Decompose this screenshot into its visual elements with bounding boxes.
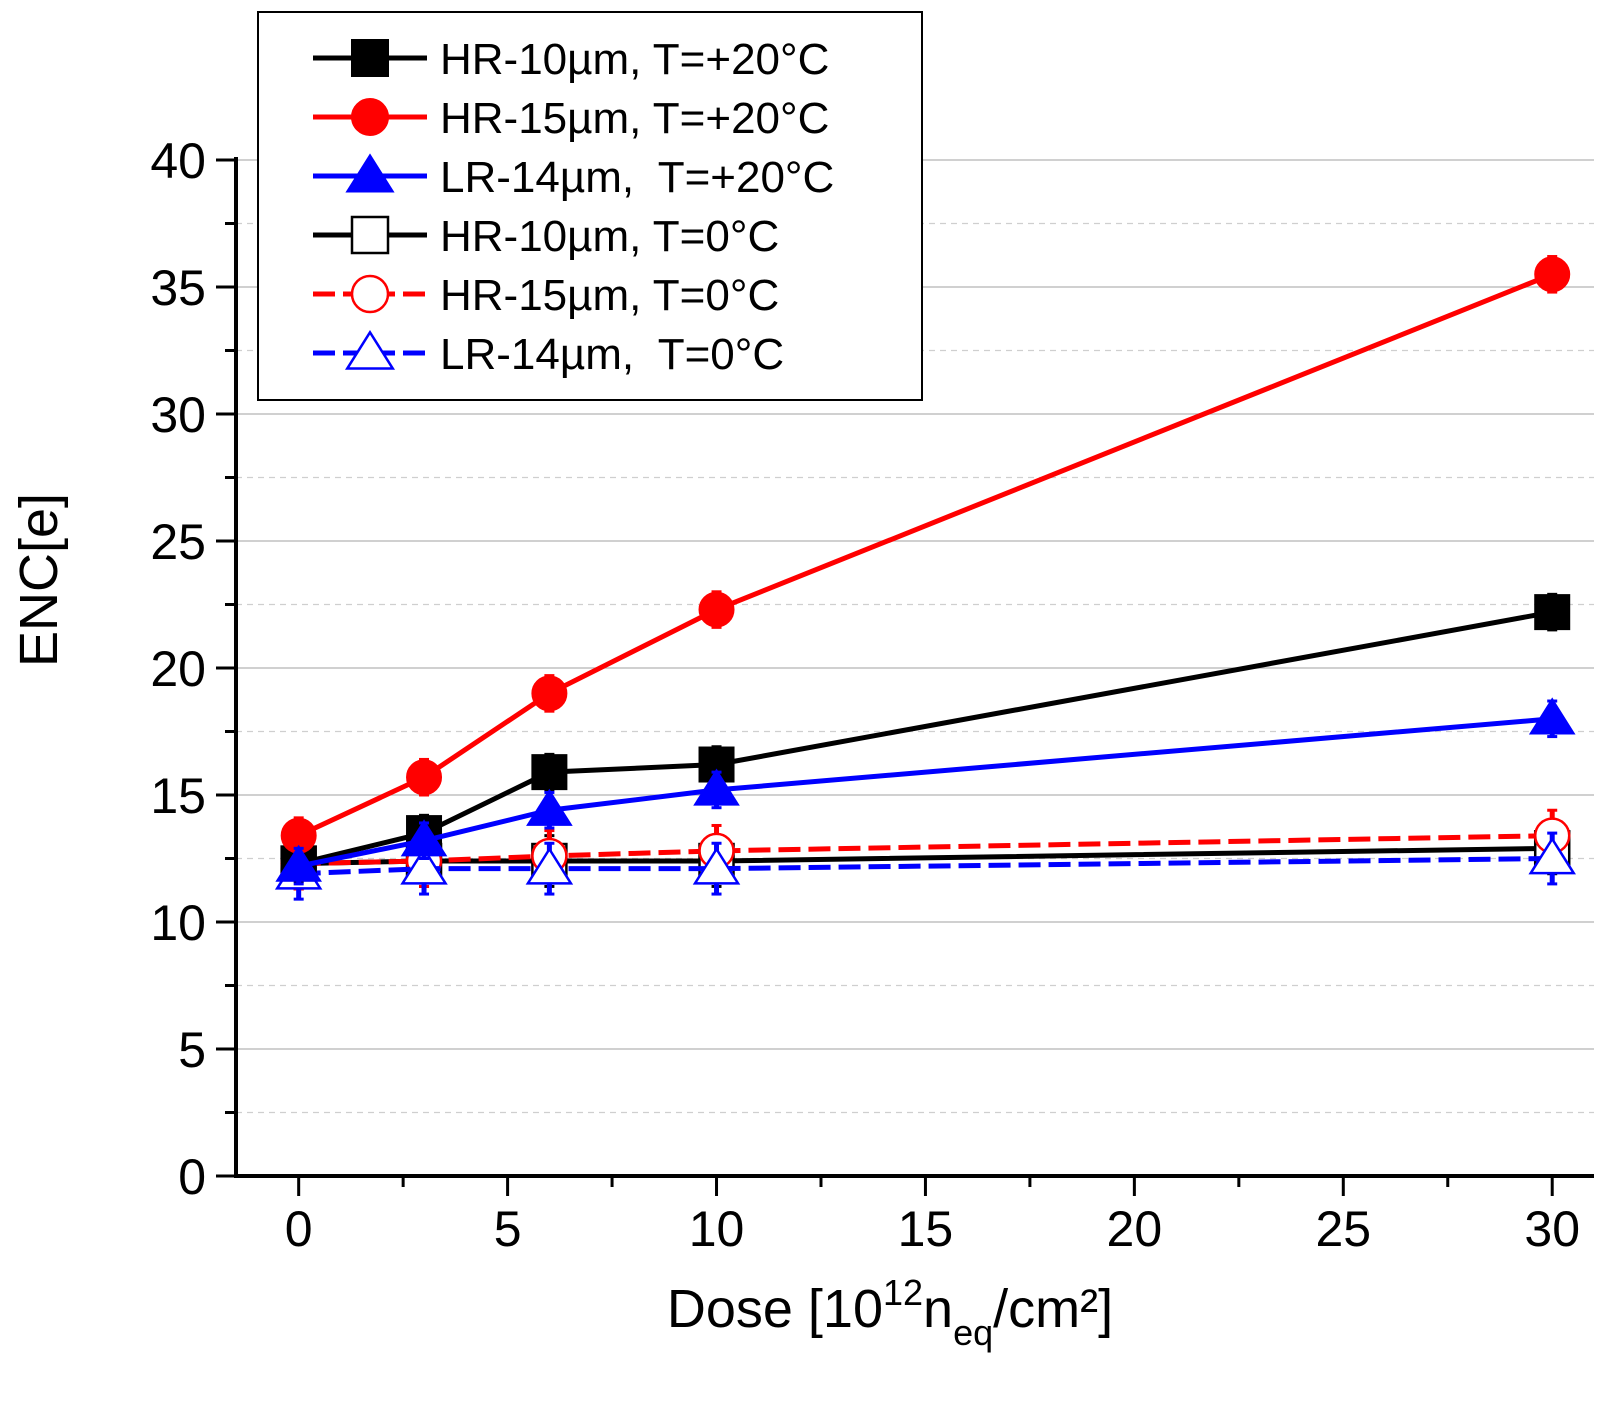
marker-triangle [525, 846, 574, 885]
marker-square [350, 215, 390, 255]
marker-circle [350, 274, 390, 314]
y-tick-label: 40 [150, 133, 206, 189]
legend-entry: LR-14µm, T=+20°C [313, 153, 834, 202]
y-tick-label: 30 [150, 387, 206, 443]
marker-triangle [692, 846, 741, 885]
marker-circle [531, 675, 568, 712]
marker-square [531, 754, 568, 791]
legend: HR-10µm, T=+20°C HR-15µm, T=+20°C LR-14µm,… [257, 11, 923, 401]
y-tick-label: 10 [150, 895, 206, 951]
y-tick-label: 15 [150, 768, 206, 824]
x-axis-label-main: Dose [10 [667, 1279, 883, 1339]
x-axis-label-end: /cm²] [993, 1279, 1113, 1339]
legend-entry: HR-10µm, T=0°C [313, 212, 779, 261]
marker-circle [351, 98, 389, 136]
x-tick-label: 25 [1315, 1201, 1371, 1257]
legend-label: LR-14µm, T=0°C [440, 330, 784, 379]
y-tick-label: 25 [150, 514, 206, 570]
marker-circle [1534, 256, 1571, 293]
series-2 [275, 697, 1576, 886]
marker-triangle [344, 329, 396, 370]
x-axis-label-sub: eq [953, 1312, 993, 1353]
legend-label: HR-15µm, T=+20°C [440, 94, 829, 143]
marker-triangle [693, 768, 740, 806]
legend-entry: HR-10µm, T=+20°C [313, 35, 829, 84]
x-axis-label: Dose [1012neq/cm²] [667, 1272, 1113, 1353]
y-tick-label: 0 [178, 1149, 206, 1205]
x-tick-label: 15 [898, 1201, 954, 1257]
y-tick-label: 20 [150, 641, 206, 697]
marker-triangle [1528, 836, 1576, 875]
data-series [274, 255, 1576, 901]
marker-square [1534, 594, 1571, 631]
x-tick-label: 30 [1524, 1201, 1580, 1257]
legend-label: HR-10µm, T=0°C [440, 212, 779, 261]
marker-triangle [345, 153, 395, 193]
y-tick-label: 5 [178, 1022, 206, 1078]
legend-label: HR-10µm, T=+20°C [440, 35, 829, 84]
legend-label: LR-14µm, T=+20°C [440, 153, 834, 202]
legend-entry: HR-15µm, T=0°C [313, 271, 779, 320]
legend-label: HR-15µm, T=0°C [440, 271, 779, 320]
y-axis-label: ENC[e] [9, 493, 69, 667]
marker-square [351, 39, 389, 77]
legend-entry: HR-15µm, T=+20°C [313, 94, 829, 143]
x-axis-label-mid: n [923, 1279, 953, 1339]
y-tick-label: 35 [150, 260, 206, 316]
marker-triangle [1528, 697, 1576, 735]
marker-triangle [400, 846, 448, 885]
marker-circle [698, 591, 735, 628]
marker-triangle [275, 844, 322, 882]
marker-circle [406, 759, 443, 796]
legend-entry: LR-14µm, T=0°C [313, 329, 784, 379]
x-tick-label: 5 [494, 1201, 522, 1257]
x-axis-label-sup: 12 [883, 1272, 923, 1313]
x-tick-label: 10 [689, 1201, 745, 1257]
x-tick-label: 0 [285, 1201, 313, 1257]
marker-triangle [400, 819, 448, 857]
tick-marks: 0 5 10 15 20 25 30 35 40 0 5 10 15 20 25 30 [150, 133, 1580, 1257]
x-tick-label: 20 [1107, 1201, 1163, 1257]
marker-triangle [526, 788, 573, 826]
